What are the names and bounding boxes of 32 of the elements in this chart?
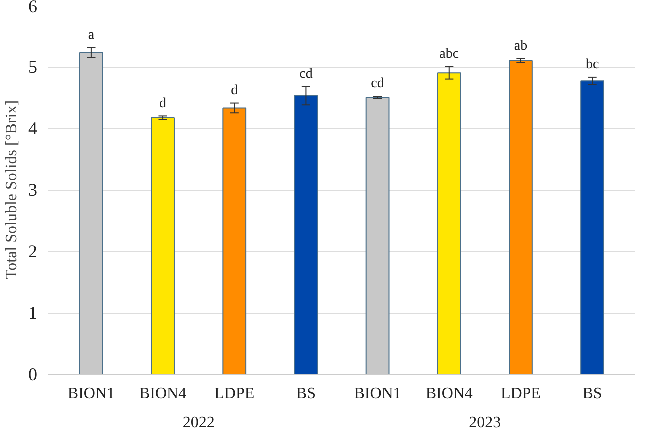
y-tick-label: 5 — [28, 57, 38, 77]
y-tick-label: 4 — [28, 118, 38, 138]
data-label: d — [160, 96, 167, 112]
x-tick-label: BION4 — [139, 386, 187, 402]
data-label: a — [88, 28, 96, 44]
bar — [294, 95, 318, 374]
bar — [509, 60, 533, 374]
x-tick-label: BION4 — [426, 386, 473, 402]
y-tick-label: 3 — [28, 180, 38, 200]
bar — [151, 118, 175, 374]
bar — [437, 72, 462, 374]
x-tick-label: BS — [296, 386, 316, 402]
data-label: ab — [514, 39, 528, 54]
y-tick-label: 1 — [28, 303, 38, 323]
x-tick-label: LDPE — [214, 386, 255, 402]
data-label: bc — [586, 58, 600, 73]
text: 2022 — [182, 414, 215, 432]
y-tick-label: 2 — [28, 242, 38, 262]
data-label: cd — [371, 76, 384, 92]
y-axis-title: Total Soluble Solids [°Brix] — [4, 100, 20, 280]
data-label: abc — [440, 47, 460, 62]
x-tick-label: LDPE — [500, 386, 541, 402]
y-tick-label: 0 — [28, 364, 38, 384]
bar — [580, 80, 604, 374]
data-label: cd — [300, 66, 313, 82]
bar — [222, 108, 247, 374]
x-tick-label: BS — [582, 386, 602, 402]
text: 2023 — [469, 414, 502, 432]
x-tick-label: BION1 — [354, 386, 402, 402]
x-tick-label: BION1 — [68, 386, 116, 402]
data-label: d — [231, 83, 238, 98]
y-tick-label: 6 — [28, 0, 38, 16]
